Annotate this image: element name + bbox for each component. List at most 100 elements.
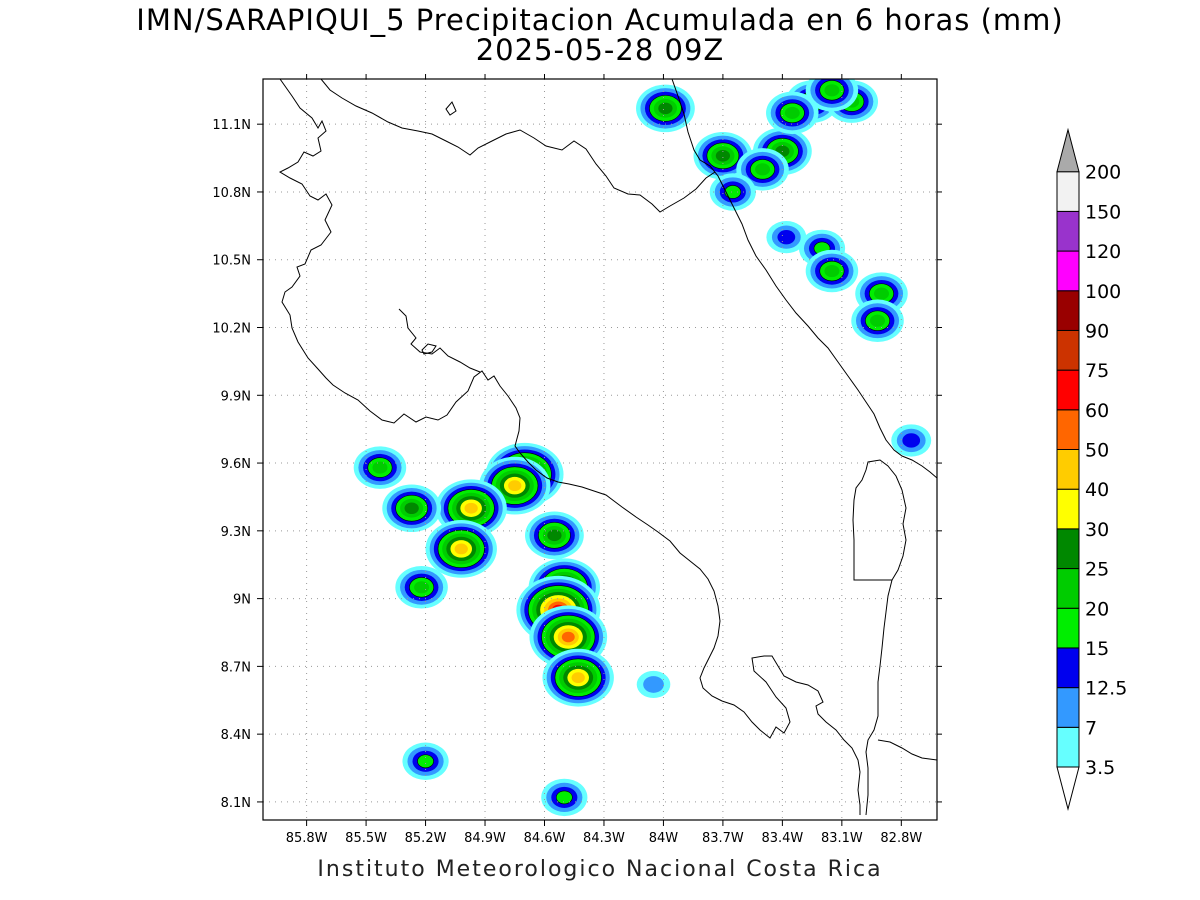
lon-tick-label: 83.4W <box>761 831 803 846</box>
colorbar-swatch <box>1056 329 1080 371</box>
colorbar-level-label: 3.5 <box>1085 757 1115 779</box>
precip-cell <box>402 742 449 780</box>
colorbar-level-label: 200 <box>1085 162 1121 184</box>
lon-tick-label: 84.6W <box>524 831 566 846</box>
precip-cell <box>805 79 859 112</box>
lon-tick-label: 85.5W <box>345 831 387 846</box>
colorbar-swatch <box>1056 449 1080 490</box>
lon-tick-label: 84.3W <box>583 831 625 846</box>
colorbar-level-label: 15 <box>1085 638 1109 660</box>
lat-tick-label: 11.1N <box>212 118 251 133</box>
precip-cell <box>736 148 789 191</box>
precip-cell <box>542 648 614 707</box>
lon-tick-label: 85.2W <box>405 831 447 846</box>
coastline-pacific <box>278 79 861 815</box>
lat-tick-label: 8.7N <box>221 660 251 675</box>
precip-contour <box>414 581 430 594</box>
colorbar-swatch <box>1056 250 1080 292</box>
lat-tick-label: 8.4N <box>221 728 251 743</box>
precip-contour <box>417 754 434 769</box>
precip-cell <box>382 484 442 533</box>
colorbar-swatch <box>1056 290 1080 331</box>
island-north <box>445 101 457 116</box>
precip-cell <box>709 173 756 211</box>
lat-tick-label: 8.1N <box>221 796 251 811</box>
precip-contour <box>784 106 800 119</box>
lat-tick-label: 9.9N <box>221 389 251 404</box>
precip-contour <box>555 790 573 805</box>
border-nicaragua <box>320 79 716 213</box>
precip-cell <box>805 249 859 293</box>
map-axes: 85.8W 85.5W 85.2W 84.9W 84.6W 84.3W 84W 83.7W 83… <box>212 74 942 846</box>
island-chira <box>421 343 437 355</box>
coastline-caribbean <box>671 79 937 479</box>
colorbar-level-label: 75 <box>1085 360 1109 382</box>
precip-cell <box>636 84 695 133</box>
colorbar-level-label: 25 <box>1085 559 1109 581</box>
precip-contour <box>464 502 478 514</box>
precip-cell <box>395 566 448 609</box>
credit-text: Instituto Meteorologico Nacional Costa R… <box>317 857 883 882</box>
precip-contour <box>372 461 388 474</box>
colorbar-level-label: 100 <box>1085 281 1121 303</box>
precip-cell <box>479 456 551 515</box>
coastline-chiriqui <box>877 739 937 761</box>
colorbar-swatch <box>1056 409 1080 450</box>
precip-contour <box>547 529 562 542</box>
precip-contour <box>643 676 664 693</box>
colorbar-level-label: 20 <box>1085 598 1109 620</box>
lon-tick-label: 83.7W <box>702 831 744 846</box>
precip-contour <box>571 672 585 684</box>
colorbar-swatch <box>1056 568 1080 609</box>
lon-tick-label: 83.1W <box>821 831 863 846</box>
colorbar-level-label: 90 <box>1085 320 1109 342</box>
precip-contour <box>777 229 796 245</box>
grid-lines <box>263 79 937 820</box>
colorbar-level-label: 40 <box>1085 479 1109 501</box>
colorbar-level-label: 7 <box>1085 717 1097 739</box>
lon-tick-label: 84.9W <box>464 831 506 846</box>
precip-contour <box>755 163 771 176</box>
map-title: IMN/SARAPIQUI_5 Precipitacion Acumulada … <box>136 3 1064 37</box>
map-subtitle-date: 2025-05-28 09Z <box>475 33 725 67</box>
lat-tick-label: 9N <box>233 593 251 608</box>
coastline-burica <box>865 579 893 816</box>
lon-tick-label: 85.8W <box>286 831 328 846</box>
lat-tick-label: 10.2N <box>212 322 251 337</box>
colorbar-over-triangle <box>1056 127 1080 173</box>
precip-contour <box>724 185 742 199</box>
colorbar-swatch <box>1056 488 1080 530</box>
colorbar-level-label: 30 <box>1085 519 1109 541</box>
colorbar-level-label: 50 <box>1085 440 1109 462</box>
colorbar-swatch <box>1056 210 1080 252</box>
colorbar-swatch <box>1056 607 1080 649</box>
colorbar-under-triangle <box>1056 766 1080 811</box>
colorbar-level-label: 12.5 <box>1085 678 1127 700</box>
precip-cell <box>636 670 671 699</box>
border-panama <box>852 459 907 581</box>
precip-cell <box>525 511 584 560</box>
precip-cell <box>693 132 753 180</box>
coastlines <box>278 79 937 816</box>
precip-contour <box>870 314 886 327</box>
colorbar-swatch <box>1056 171 1080 212</box>
colorbar-level-label: 120 <box>1085 241 1121 263</box>
colorbar-swatch <box>1056 726 1080 768</box>
map-frame <box>262 78 938 821</box>
precip-contour <box>873 287 889 300</box>
colorbar-swatch <box>1056 647 1080 689</box>
lat-tick-label: 9.3N <box>221 525 251 540</box>
coastline-nicoya <box>398 308 481 373</box>
precip-contour <box>404 502 419 515</box>
lat-tick-label: 10.5N <box>212 254 251 269</box>
precip-contour <box>824 84 840 97</box>
precip-contour <box>658 102 673 115</box>
colorbar-level-label: 150 <box>1085 201 1121 223</box>
lat-tick-label: 10.8N <box>212 186 251 201</box>
precip-cell <box>435 479 507 538</box>
colorbar-swatch <box>1056 687 1080 728</box>
precip-contour <box>454 543 468 555</box>
lat-tick-label: 9.6N <box>221 457 251 472</box>
colorbar-swatch <box>1056 369 1080 411</box>
